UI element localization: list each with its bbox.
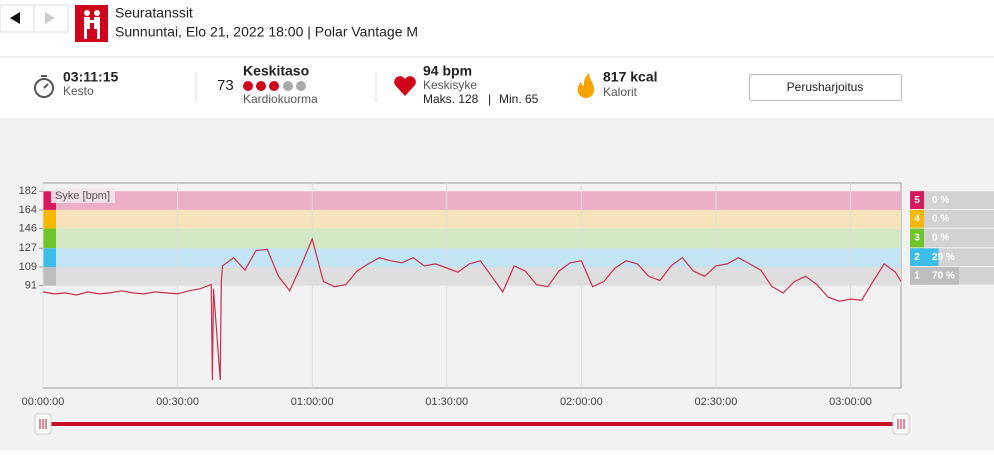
zone-band (43, 266, 901, 286)
zone-number: 5 (914, 195, 920, 206)
zone-number: 4 (914, 213, 920, 224)
load-label: Kardiokuorma (243, 92, 318, 106)
hr-min: Min. 65 (499, 92, 539, 106)
plot: 00:00:00 00:30:00 01:00:00 01:30:00 02:00:00… (19, 182, 994, 408)
hr-label: Keskisyke (423, 78, 477, 92)
stopwatch-icon (34, 75, 54, 98)
x-tick-label: 01:00:00 (291, 396, 334, 408)
y-tick-label: 182 (19, 185, 37, 197)
x-tick-label: 02:30:00 (695, 396, 738, 408)
activity-title: Seuratanssit (115, 5, 193, 21)
x-tick-label: 00:30:00 (156, 396, 199, 408)
zone-number-bg (910, 266, 924, 285)
y-tick-label: 109 (19, 261, 37, 273)
load-dots (243, 81, 306, 91)
zone-percent: 0 % (932, 195, 949, 206)
heart-icon (394, 76, 416, 96)
range-handle-left[interactable] (34, 413, 52, 435)
dancer-icon (84, 10, 100, 39)
x-tick-label: 01:30:00 (425, 396, 468, 408)
y-tick-label: 91 (25, 280, 37, 292)
y-tick-label: 164 (19, 204, 37, 216)
calories-label: Kalorit (603, 85, 638, 99)
hr-line (42, 237, 902, 381)
load-value: 73 (217, 77, 234, 94)
zone-band (43, 191, 901, 210)
zone-band (43, 209, 901, 229)
forward-arrow (45, 12, 55, 24)
back-arrow (10, 12, 20, 24)
zone-row-bg (910, 228, 994, 248)
duration-value: 03:11:15 (63, 69, 118, 85)
hr-max: Maks. 128 (423, 92, 479, 106)
activity-subtitle: Sunnuntai, Elo 21, 2022 18:00 | Polar Va… (115, 24, 418, 40)
hr-separator: | (488, 92, 491, 106)
zone-percent: 70 % (932, 270, 955, 281)
zone-marker (43, 266, 56, 286)
sport-profile-label: Perusharjoitus (787, 80, 864, 94)
zone-number: 1 (914, 270, 920, 281)
zone-number-bg (910, 209, 924, 228)
sport-profile-button[interactable] (749, 74, 902, 101)
zone-number-bg (910, 228, 924, 248)
flame-icon (577, 73, 595, 98)
calories-value: 817 kcal (603, 69, 658, 85)
zone-percent: 0 % (932, 213, 949, 224)
zone-marker (43, 248, 56, 267)
zone-percent: 0 % (932, 233, 949, 244)
zone-row-bg (910, 209, 994, 228)
x-tick-label: 02:00:00 (560, 396, 603, 408)
zone-band (43, 228, 901, 249)
sport-icon (75, 5, 108, 42)
x-tick-label: 03:00:00 (829, 396, 872, 408)
zone-number: 3 (914, 233, 920, 244)
zone-marker (43, 228, 56, 249)
range-handle-right[interactable] (892, 413, 910, 435)
zone-number-bg (910, 248, 924, 266)
x-tick-label: 00:00:00 (22, 396, 65, 408)
zone-number: 2 (914, 252, 920, 263)
y-tick-label: 146 (19, 223, 37, 235)
y-axis-label: Syke [bpm] (55, 190, 110, 202)
zone-percent: 29 % (932, 252, 955, 263)
y-tick-label: 127 (19, 242, 37, 254)
load-level: Keskitaso (243, 63, 309, 79)
zone-band (43, 248, 901, 267)
y-label-bg (51, 188, 115, 203)
hr-value: 94 bpm (423, 63, 472, 79)
zone-number-bg (910, 191, 924, 209)
duration-label: Kesto (63, 84, 94, 98)
zone-marker (43, 209, 56, 229)
zone-row-bg (910, 191, 994, 209)
header-bg (0, 0, 994, 58)
